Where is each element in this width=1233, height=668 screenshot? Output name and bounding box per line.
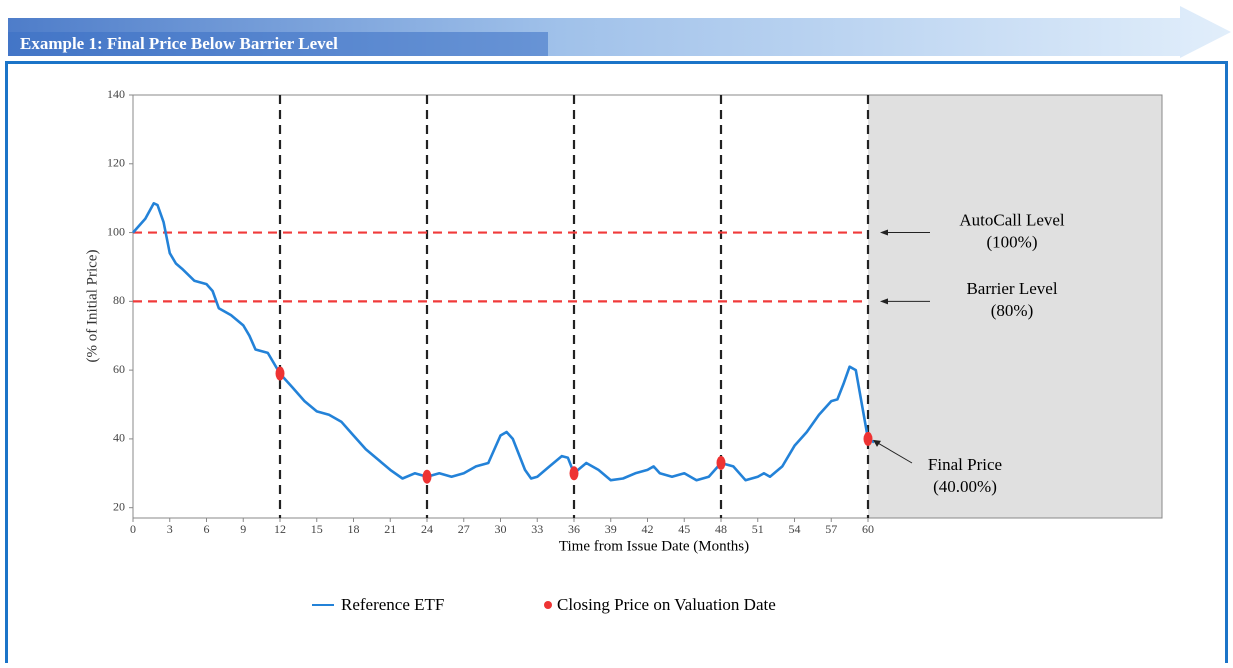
arrow-head — [880, 229, 888, 236]
x-tick-label: 48 — [715, 522, 727, 536]
valuation-point — [863, 431, 873, 446]
legend-label: Closing Price on Valuation Date — [557, 595, 776, 614]
x-tick-label: 24 — [421, 522, 433, 536]
y-tick-label: 100 — [107, 224, 125, 238]
y-tick-label: 60 — [113, 362, 125, 376]
x-tick-label: 0 — [130, 522, 136, 536]
valuation-point — [275, 366, 285, 381]
shaded-region — [868, 95, 1162, 518]
y-axis-label: (% of Initial Price) — [84, 250, 100, 363]
y-tick-label: 80 — [113, 293, 125, 307]
final-arrow — [875, 441, 913, 464]
level-label: AutoCall Level — [959, 210, 1065, 229]
arrow-head — [880, 298, 888, 305]
x-tick-label: 15 — [311, 522, 323, 536]
x-tick-label: 57 — [825, 522, 837, 536]
x-tick-label: 3 — [167, 522, 173, 536]
x-tick-label: 6 — [204, 522, 210, 536]
x-tick-label: 45 — [678, 522, 690, 536]
header-title: Example 1: Final Price Below Barrier Lev… — [20, 34, 338, 53]
y-tick-label: 120 — [107, 156, 125, 170]
valuation-point — [716, 455, 726, 470]
series-line — [132, 202, 875, 482]
x-tick-label: 9 — [240, 522, 246, 536]
y-tick-label: 140 — [107, 87, 125, 101]
frame — [5, 61, 1228, 668]
valuation-point — [569, 466, 579, 481]
level-label: Barrier Level — [966, 279, 1057, 298]
legend-dot — [544, 601, 552, 609]
x-tick-label: 51 — [752, 522, 764, 536]
x-tick-label: 12 — [274, 522, 286, 536]
x-tick-label: 18 — [348, 522, 360, 536]
x-tick-label: 21 — [384, 522, 396, 536]
valuation-point — [422, 469, 432, 484]
x-tick-label: 30 — [495, 522, 507, 536]
x-tick-label: 42 — [642, 522, 654, 536]
x-tick-label: 27 — [458, 522, 470, 536]
x-tick-label: 54 — [789, 522, 801, 536]
arrow-head — [873, 439, 881, 447]
final-label: (40.00%) — [933, 477, 997, 496]
x-tick-label: 39 — [605, 522, 617, 536]
x-tick-label: 36 — [568, 522, 580, 536]
y-tick-label: 20 — [113, 499, 125, 513]
x-axis-label: Time from Issue Date (Months) — [559, 538, 749, 554]
level-label: (100%) — [987, 232, 1038, 251]
level-label: (80%) — [991, 301, 1033, 320]
x-tick-label: 60 — [862, 522, 874, 536]
y-tick-label: 40 — [113, 431, 125, 445]
legend-label: Reference ETF — [341, 595, 444, 614]
header-strip — [8, 32, 548, 56]
final-label: Final Price — [928, 455, 1002, 474]
x-tick-label: 33 — [531, 522, 543, 536]
